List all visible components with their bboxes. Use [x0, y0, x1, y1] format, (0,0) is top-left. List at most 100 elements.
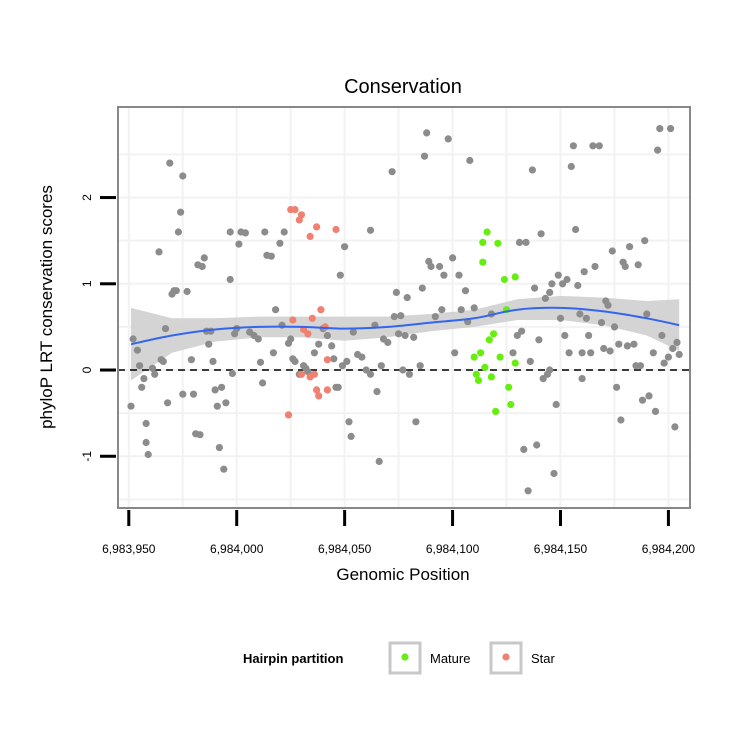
- point-other: [345, 418, 353, 426]
- point-other: [205, 340, 213, 348]
- point-other: [254, 335, 262, 343]
- point-mature: [490, 330, 498, 338]
- plot-border: [117, 106, 691, 509]
- point-other: [375, 457, 383, 465]
- point-other: [654, 146, 662, 154]
- point-other: [556, 314, 565, 322]
- point-mature: [485, 336, 493, 344]
- point-mature: [500, 275, 508, 284]
- point-other: [228, 369, 236, 378]
- point-other: [226, 228, 234, 236]
- point-other: [133, 346, 141, 354]
- point-mature: [479, 238, 487, 246]
- point-other: [420, 152, 429, 160]
- point-other: [412, 418, 420, 426]
- point-other: [366, 226, 375, 234]
- point-star: [323, 356, 331, 364]
- point-other: [600, 344, 608, 353]
- point-other: [569, 142, 578, 150]
- point-other: [436, 262, 444, 271]
- point-other: [220, 465, 228, 473]
- point-other: [310, 349, 318, 357]
- point-other: [427, 262, 435, 271]
- point-other: [636, 362, 645, 370]
- point-other: [336, 271, 344, 279]
- point-other: [520, 445, 528, 453]
- point-other: [587, 349, 595, 357]
- x-tick-label: 6,984,100: [426, 542, 480, 556]
- point-other: [643, 310, 651, 318]
- point-other: [585, 331, 593, 340]
- point-other: [172, 287, 180, 295]
- point-other: [533, 441, 541, 449]
- point-other: [440, 271, 448, 279]
- point-other: [669, 344, 677, 353]
- point-other: [617, 416, 625, 424]
- point-other: [515, 238, 524, 246]
- legend-title: Hairpin partition: [243, 651, 343, 666]
- data-points: [127, 125, 683, 495]
- x-tick-label: 6,984,200: [642, 542, 696, 556]
- point-other: [177, 208, 185, 216]
- point-other: [187, 356, 195, 364]
- point-other: [671, 423, 679, 431]
- point-star: [310, 370, 318, 378]
- point-star: [289, 316, 297, 324]
- point-mature: [494, 239, 502, 247]
- point-other: [526, 357, 534, 365]
- point-star: [323, 386, 331, 394]
- point-other: [431, 313, 439, 321]
- point-other: [138, 383, 146, 391]
- point-other: [658, 331, 666, 340]
- point-other: [548, 280, 556, 288]
- point-other: [392, 288, 400, 296]
- point-other: [461, 287, 470, 295]
- point-other: [552, 400, 560, 409]
- point-other: [198, 262, 206, 271]
- point-other: [215, 444, 223, 452]
- point-other: [200, 254, 208, 262]
- point-other: [259, 379, 267, 387]
- point-mature: [479, 258, 487, 266]
- chart-title: Conservation: [344, 76, 462, 98]
- point-mature: [474, 376, 483, 384]
- point-other: [276, 239, 284, 247]
- point-star: [291, 206, 299, 214]
- point-star: [284, 411, 293, 419]
- smooth-trend-line: [130, 306, 680, 346]
- point-other: [528, 166, 537, 174]
- point-other: [410, 333, 418, 341]
- point-other: [531, 284, 539, 292]
- point-other: [574, 281, 582, 290]
- point-other: [457, 306, 465, 314]
- point-other: [161, 325, 170, 333]
- point-other: [287, 335, 295, 343]
- legend: Hairpin partition Mature Star: [243, 641, 556, 675]
- point-other: [315, 340, 323, 348]
- point-other: [330, 355, 338, 363]
- point-other: [595, 142, 603, 150]
- point-other: [196, 431, 204, 439]
- point-other: [395, 330, 403, 338]
- point-other: [280, 228, 288, 236]
- point-other: [673, 338, 681, 346]
- point-other: [127, 402, 135, 410]
- point-star: [297, 211, 306, 219]
- point-other: [621, 262, 629, 271]
- point-other: [518, 327, 526, 335]
- point-other: [451, 349, 459, 357]
- legend-label-mature: Mature: [430, 651, 470, 666]
- point-other: [546, 366, 554, 374]
- point-other: [174, 228, 182, 236]
- point-other: [626, 243, 634, 251]
- point-mature: [483, 228, 491, 236]
- point-other: [630, 340, 638, 348]
- point-other: [613, 383, 621, 391]
- point-other: [267, 252, 275, 260]
- point-other: [226, 275, 234, 284]
- point-other: [509, 349, 517, 357]
- point-other: [377, 362, 385, 370]
- point-other: [211, 386, 219, 394]
- point-mature: [487, 373, 495, 381]
- point-other: [218, 383, 226, 391]
